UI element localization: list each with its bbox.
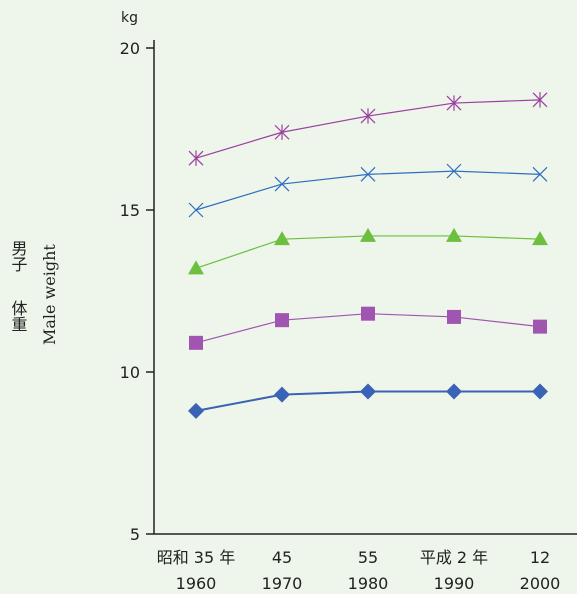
x-axis-labels: 昭和 35 年 1960 45 1970 55 1980 平成 2 年 1990 12 2000	[157, 548, 561, 593]
data-point-x	[274, 176, 290, 192]
y-axis-label-en: Male weight	[40, 244, 59, 345]
x-tick-label-year: 1960	[176, 574, 217, 593]
data-point-star	[446, 95, 462, 111]
series-diamond	[188, 383, 548, 419]
data-point-star	[360, 108, 376, 124]
x-tick-label-year: 2000	[520, 574, 561, 593]
x-tick-label-year: 1990	[434, 574, 475, 593]
data-point-square	[533, 319, 547, 334]
data-point-square	[189, 335, 203, 350]
y-tick-label: 20	[120, 39, 140, 58]
y-tick-label: 5	[130, 525, 140, 544]
data-point-square	[447, 309, 461, 324]
y-axis-label: 男子 体重 Male weight	[9, 240, 60, 345]
y-axis-label-jp-weight: 体重	[9, 300, 28, 332]
data-point-triangle	[274, 231, 290, 246]
data-point-triangle	[446, 227, 462, 242]
data-point-x	[532, 166, 548, 182]
data-point-triangle	[188, 260, 204, 275]
series-triangle	[188, 227, 548, 275]
data-point-diamond	[188, 402, 204, 419]
series-line	[195, 170, 541, 211]
y-tick-label: 15	[120, 201, 140, 220]
data-point-x	[360, 166, 376, 182]
x-tick-label-era: 昭和 35 年	[157, 548, 236, 567]
x-tick-label-era: 55	[358, 548, 378, 567]
x-tick-label-era: 平成 2 年	[420, 548, 488, 567]
data-point-star	[274, 124, 290, 140]
data-point-x	[446, 163, 462, 179]
data-point-diamond	[532, 383, 548, 400]
data-point-star	[188, 150, 204, 166]
y-axis-label-jp-male: 男子	[9, 240, 28, 272]
data-point-diamond	[360, 383, 376, 400]
data-point-x	[188, 202, 204, 218]
x-tick-label-year: 1980	[348, 574, 389, 593]
data-point-square	[275, 313, 289, 328]
data-point-star	[532, 92, 548, 108]
series-square	[189, 306, 547, 350]
y-axis-unit: kg	[121, 10, 138, 26]
y-tick-label: 10	[120, 363, 140, 382]
data-point-diamond	[274, 386, 290, 403]
chart-series	[188, 92, 548, 419]
x-tick-label-year: 1970	[262, 574, 303, 593]
x-tick-label-era: 45	[272, 548, 292, 567]
data-point-diamond	[446, 383, 462, 400]
data-point-triangle	[532, 231, 548, 246]
data-point-triangle	[360, 227, 376, 242]
series-star	[188, 92, 548, 166]
y-axis-ticks: 5 10 15 20	[120, 39, 154, 544]
series-x	[188, 163, 548, 218]
x-tick-label-era: 12	[530, 548, 550, 567]
data-point-square	[361, 306, 375, 321]
chart-axes	[153, 40, 577, 535]
